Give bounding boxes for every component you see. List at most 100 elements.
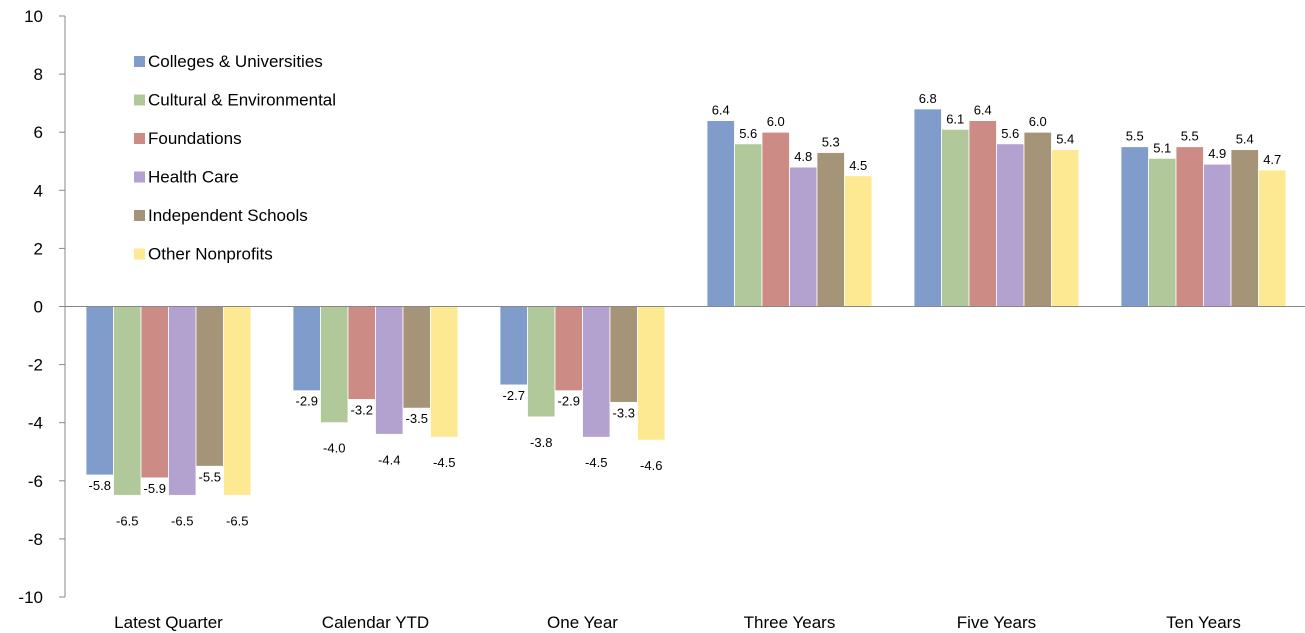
data-label: -3.5 <box>406 411 428 426</box>
data-label: 5.5 <box>1181 129 1199 144</box>
y-tick-label: 6 <box>34 123 43 142</box>
y-tick-label: -10 <box>18 588 43 607</box>
data-label: -3.8 <box>530 435 552 450</box>
data-label: 4.7 <box>1263 152 1281 167</box>
data-label: 6.0 <box>1029 114 1047 129</box>
data-label: -4.5 <box>433 455 455 470</box>
data-label: 5.1 <box>1153 140 1171 155</box>
y-tick-label: -4 <box>28 414 43 433</box>
bar <box>402 306 431 409</box>
bar <box>637 306 666 441</box>
bar <box>1230 149 1259 307</box>
data-label: -4.5 <box>585 455 607 470</box>
data-label: -5.8 <box>89 478 111 493</box>
y-tick-label: 10 <box>24 7 43 26</box>
data-label: 4.8 <box>794 149 812 164</box>
data-label: 5.6 <box>739 126 757 141</box>
legend-label: Other Nonprofits <box>148 245 273 264</box>
data-label: -3.2 <box>351 402 373 417</box>
bar <box>1023 131 1052 307</box>
bar <box>789 166 818 307</box>
x-axis: Latest Quarter Calendar YTD One Year Three … <box>65 306 1305 632</box>
legend-swatch <box>134 56 145 67</box>
legend-swatch <box>134 133 145 144</box>
data-label: -2.7 <box>503 388 525 403</box>
bar <box>1258 169 1287 307</box>
data-label: -6.5 <box>116 513 138 528</box>
data-label: 5.4 <box>1236 132 1254 147</box>
legend-swatch <box>134 94 145 106</box>
bar <box>113 306 142 496</box>
legend-label: Health Care <box>148 168 239 187</box>
bar <box>527 306 556 418</box>
category-label: Latest Quarter <box>114 613 223 632</box>
data-label: -4.0 <box>323 441 345 456</box>
data-label: -3.3 <box>613 405 635 420</box>
data-label: 5.6 <box>1001 126 1019 141</box>
legend-swatch <box>134 210 145 221</box>
data-label: -2.9 <box>558 394 580 409</box>
data-label: -5.9 <box>144 481 166 496</box>
y-tick-label: -2 <box>28 356 43 375</box>
data-label: -6.5 <box>171 513 193 528</box>
bar <box>1175 146 1204 307</box>
category-label: One Year <box>547 613 618 632</box>
bar <box>554 306 583 392</box>
bar <box>734 143 763 307</box>
data-label: 6.0 <box>767 114 785 129</box>
data-labels: -5.8 -6.5 -5.9 -6.5 -5.5 -6.5 -2.9 -4.0 -3.2 -4.4… <box>89 91 1282 528</box>
data-label: 6.4 <box>712 103 730 118</box>
bar <box>1051 149 1080 307</box>
y-tick-label: -6 <box>28 472 43 491</box>
y-axis: 10 8 6 4 2 0 -2 -4 -6 -8 -10 <box>18 7 66 607</box>
bar <box>913 108 942 307</box>
bar <box>582 306 611 438</box>
bar <box>140 306 169 479</box>
bar <box>609 306 638 403</box>
data-label: -6.5 <box>226 513 248 528</box>
legend: Colleges & Universities Cultural & Enviro… <box>134 52 336 264</box>
data-label: 6.4 <box>974 103 992 118</box>
data-label: -4.4 <box>378 452 400 467</box>
y-tick-label: 2 <box>34 239 43 258</box>
data-label: 5.4 <box>1056 132 1074 147</box>
data-label: 6.1 <box>946 111 964 126</box>
data-label: 6.8 <box>919 91 937 106</box>
bar <box>223 306 252 496</box>
bar <box>706 120 735 307</box>
y-tick-label: -8 <box>28 530 43 549</box>
legend-swatch <box>134 248 145 260</box>
bar <box>1120 146 1149 307</box>
bar <box>968 120 997 307</box>
category-label: Ten Years <box>1166 613 1241 632</box>
legend-swatch <box>134 171 145 183</box>
data-label: 4.9 <box>1208 146 1226 161</box>
bar <box>816 152 845 307</box>
y-tick-label: 8 <box>34 65 43 84</box>
legend-label: Colleges & Universities <box>148 52 323 71</box>
bar <box>168 306 197 496</box>
y-tick-label: 4 <box>34 181 43 200</box>
bar <box>1148 157 1177 307</box>
bar <box>996 143 1025 307</box>
bar <box>761 131 790 307</box>
category-label: Calendar YTD <box>322 613 429 632</box>
bar <box>320 306 349 424</box>
data-label: -4.6 <box>640 458 662 473</box>
bar <box>375 306 404 435</box>
bar <box>941 128 970 307</box>
data-label: -5.5 <box>199 469 221 484</box>
bar <box>347 306 376 400</box>
category-label: Three Years <box>744 613 836 632</box>
y-tick-label: 0 <box>34 298 43 317</box>
legend-label: Cultural & Environmental <box>148 91 336 110</box>
bar <box>195 306 224 467</box>
legend-label: Foundations <box>148 129 242 148</box>
data-label: 5.3 <box>822 135 840 150</box>
legend-label: Independent Schools <box>148 206 308 225</box>
category-label: Five Years <box>957 613 1036 632</box>
bar <box>85 306 114 476</box>
bar <box>292 306 321 392</box>
bar <box>1203 163 1232 307</box>
